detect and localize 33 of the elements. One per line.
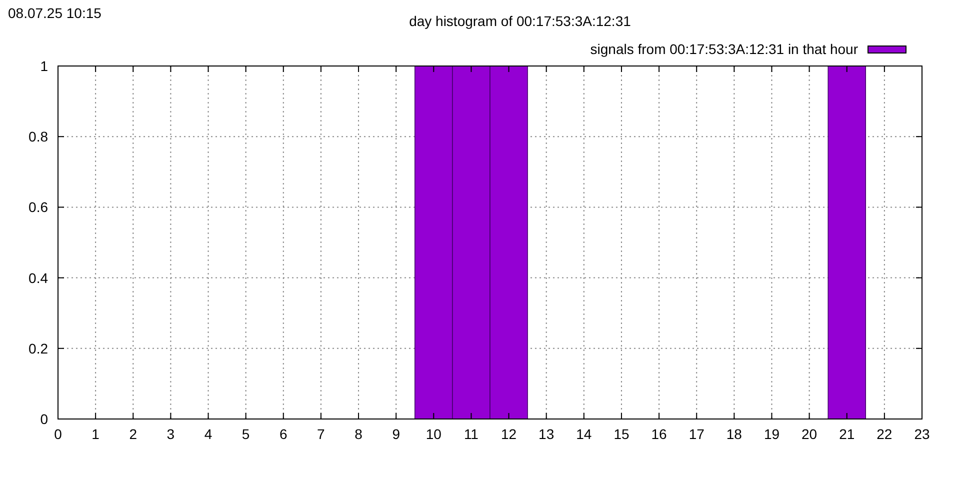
x-tick-label: 21: [839, 426, 855, 442]
x-tick-label: 15: [614, 426, 630, 442]
chart-title: day histogram of 00:17:53:3A:12:31: [409, 13, 632, 29]
x-tick-label: 13: [538, 426, 554, 442]
x-tick-label: 22: [876, 426, 892, 442]
x-tick-label: 9: [392, 426, 400, 442]
y-tick-label: 0.2: [28, 340, 48, 356]
x-tick-label: 23: [914, 426, 930, 442]
legend-label: signals from 00:17:53:3A:12:31 in that hour: [590, 41, 858, 57]
x-tick-label: 1: [92, 426, 100, 442]
text: 08.07.25 10:15: [8, 5, 102, 21]
x-tick-label: 16: [651, 426, 668, 442]
x-tick-label: 19: [764, 426, 780, 442]
y-tick-label: 0.6: [28, 199, 48, 216]
x-tick-label: 14: [576, 426, 592, 442]
x-tick-label: 7: [317, 426, 326, 442]
x-tick-label: 10: [426, 426, 442, 442]
x-tick-label: 18: [726, 426, 742, 442]
x-tick-label: 2: [129, 426, 138, 442]
x-tick-label: 11: [464, 426, 479, 442]
x-tick-label: 0: [54, 426, 62, 442]
y-tick-label: 0.8: [28, 128, 48, 145]
y-tick-label: 0: [40, 411, 48, 427]
x-tick-label: 20: [802, 426, 818, 442]
x-tick-label: 4: [204, 426, 212, 442]
y-tick-label: 0.4: [28, 270, 48, 286]
x-tick-label: 5: [242, 426, 250, 442]
x-tick-label: 6: [279, 426, 288, 442]
x-tick-label: 17: [688, 426, 705, 442]
y-tick-label: 1: [40, 58, 48, 74]
x-tick-label: 12: [500, 426, 517, 442]
x-tick-label: 8: [354, 426, 363, 442]
x-tick-label: 3: [166, 426, 175, 442]
